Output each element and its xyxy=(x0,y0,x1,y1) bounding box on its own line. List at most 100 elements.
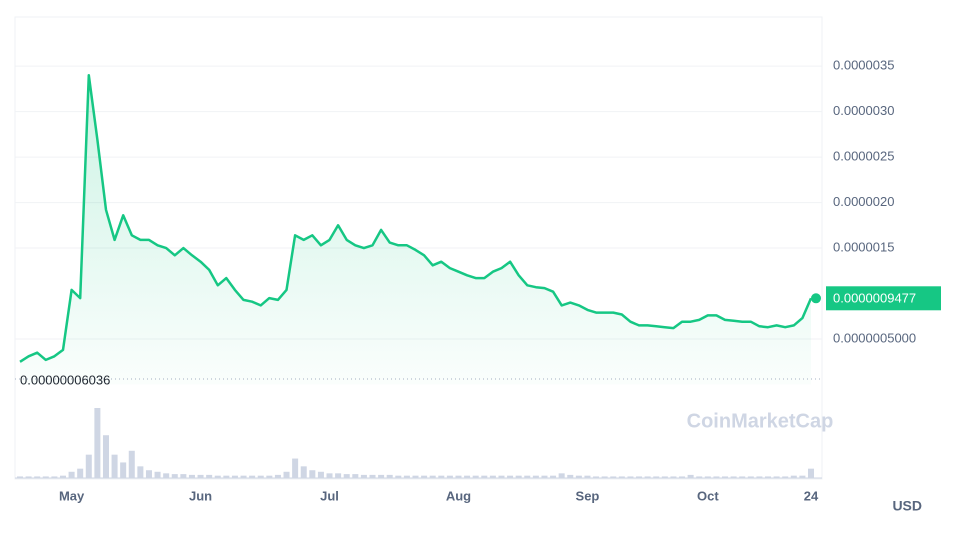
volume-bar xyxy=(77,468,84,478)
volume-bar xyxy=(704,476,711,478)
volume-bar xyxy=(120,462,127,478)
volume-bar xyxy=(378,474,385,478)
current-price-badge xyxy=(826,286,941,311)
volume-bar xyxy=(352,474,359,478)
y-tick-label: 0.0000025 xyxy=(833,149,894,164)
price-area xyxy=(20,75,811,385)
volume-bar xyxy=(412,475,419,478)
volume-bar xyxy=(507,475,514,478)
volume-bar xyxy=(128,450,135,478)
volume-bar xyxy=(550,475,557,478)
volume-bar xyxy=(59,475,66,478)
x-tick-label: Jun xyxy=(189,488,212,503)
volume-bar xyxy=(206,474,213,478)
volume-bar xyxy=(335,473,342,478)
volume-bar xyxy=(231,475,238,478)
y-tick-label: 0.0000035 xyxy=(833,58,894,73)
volume-bar xyxy=(661,476,668,478)
volume-bar xyxy=(644,476,651,478)
volume-bar xyxy=(197,474,204,478)
volume-bar xyxy=(670,476,677,478)
volume-bar xyxy=(567,474,574,478)
current-price-label: 0.0000009477 xyxy=(833,291,916,306)
volume-bar xyxy=(85,454,92,478)
volume-bar xyxy=(266,475,273,478)
volume-bar xyxy=(584,475,591,478)
y-tick-label: 0.0000005000 xyxy=(833,330,916,345)
y-tick-label: 0.0000020 xyxy=(833,194,894,209)
volume-bar xyxy=(610,476,617,478)
volume-bar xyxy=(515,475,522,478)
volume-bar xyxy=(429,475,436,478)
volume-bar xyxy=(489,475,496,478)
volume-bar xyxy=(421,475,428,478)
volume-bar xyxy=(163,473,170,478)
volume-bar xyxy=(403,475,410,478)
volume-bar xyxy=(627,476,634,478)
volume-bar xyxy=(524,475,531,478)
x-tick-label: Sep xyxy=(576,488,600,503)
volume-bar xyxy=(145,470,152,478)
volume-bar xyxy=(369,474,376,478)
x-tick-label: Jul xyxy=(320,488,339,503)
volume-bar xyxy=(739,476,746,478)
volume-bar xyxy=(249,475,256,478)
volume-bar xyxy=(679,476,686,478)
volume-bar xyxy=(360,474,367,478)
volume-bar xyxy=(601,476,608,478)
volume-bar xyxy=(541,475,548,478)
volume-bar xyxy=(292,458,299,478)
y-tick-label: 0.0000015 xyxy=(833,239,894,254)
volume-bar xyxy=(154,471,161,478)
volume-bar xyxy=(214,475,221,478)
volume-bar xyxy=(498,475,505,478)
volume-bar xyxy=(171,474,178,478)
volume-bar xyxy=(730,476,737,478)
volume-bar xyxy=(765,476,772,478)
volume-bar xyxy=(180,474,187,478)
y-tick-label: 0.0000030 xyxy=(833,103,894,118)
volume-bar xyxy=(790,475,797,478)
volume-bar xyxy=(34,476,41,478)
x-tick-label: Aug xyxy=(446,488,471,503)
volume-bar xyxy=(756,476,763,478)
volume-bar xyxy=(722,476,729,478)
volume-bar xyxy=(343,474,350,478)
volume-bar xyxy=(274,474,281,478)
price-line xyxy=(19,73,813,363)
volume-bar xyxy=(773,476,780,478)
volume-bar xyxy=(94,408,101,478)
volume-bar xyxy=(446,475,453,478)
volume-bar xyxy=(309,470,316,478)
volume-bar xyxy=(807,468,815,478)
volume-bar xyxy=(438,475,445,478)
volume-bar xyxy=(42,476,49,478)
x-tick-label: 24 xyxy=(804,488,819,503)
volume-bar xyxy=(593,476,600,478)
volume-bar xyxy=(782,476,789,478)
volume-bar xyxy=(653,476,660,478)
volume-bar xyxy=(188,474,195,478)
volume-bar xyxy=(532,475,539,478)
volume-bar xyxy=(16,476,24,478)
volume-bar xyxy=(713,476,720,478)
volume-bar xyxy=(102,435,109,478)
volume-bar xyxy=(386,474,393,478)
volume-bar xyxy=(472,475,479,478)
currency: USD xyxy=(892,498,922,514)
volume-bar xyxy=(799,475,806,478)
volume-bar xyxy=(25,476,32,478)
volume-bar xyxy=(283,471,290,478)
volume-bar xyxy=(317,471,324,478)
volume-bar xyxy=(257,475,264,478)
volume-bar xyxy=(223,475,230,478)
volume-bar xyxy=(326,473,333,478)
x-tick-label: May xyxy=(59,488,85,503)
volume-bar xyxy=(111,454,118,478)
volume-bar xyxy=(51,476,58,478)
volume-bar xyxy=(696,476,703,478)
volume-bar xyxy=(636,476,643,478)
volume-bar xyxy=(240,475,247,478)
x-tick-label: Oct xyxy=(697,488,719,503)
